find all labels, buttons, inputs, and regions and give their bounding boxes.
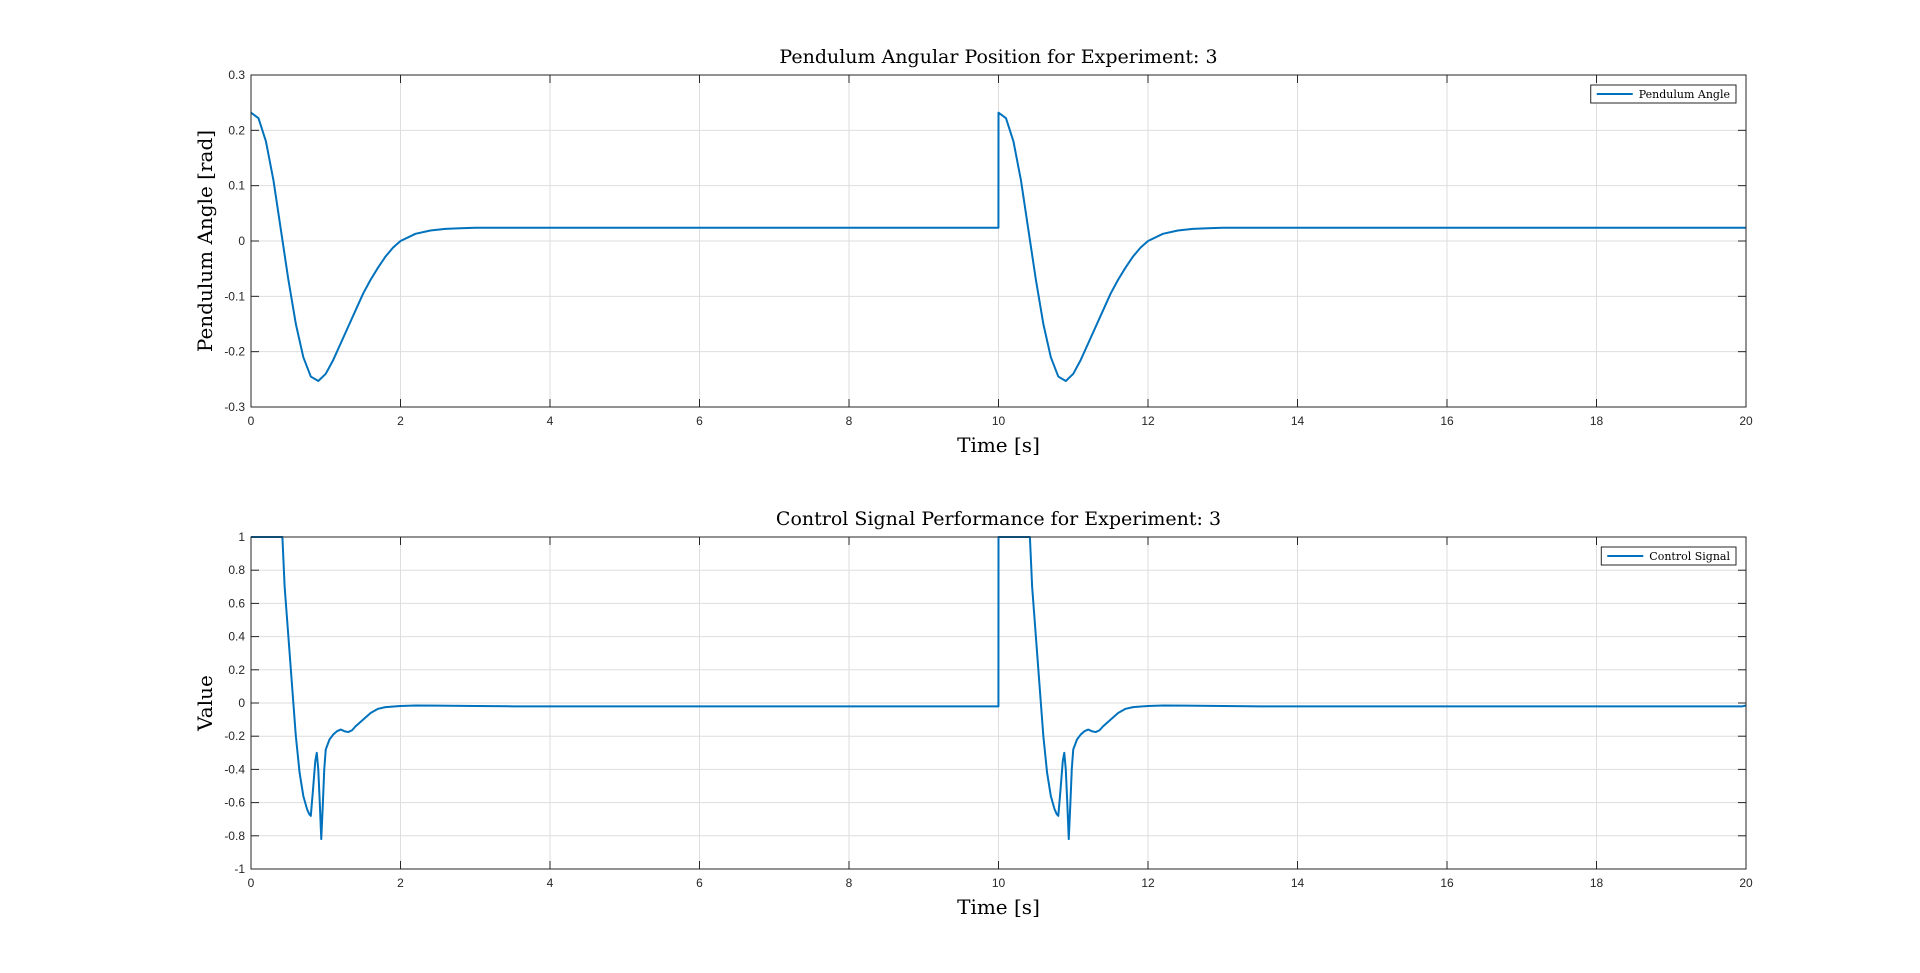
angle-y-tick-label-2: -0.1 (224, 289, 245, 303)
angle-x-tick-label-5: 10 (992, 414, 1006, 428)
angle-x-tick-label-7: 14 (1291, 414, 1305, 428)
angle-x-tick-label-4: 8 (846, 414, 853, 428)
control-x-tick-label-0: 0 (248, 876, 255, 890)
angle-legend-box (1590, 84, 1737, 104)
angle-x-tick-label-2: 4 (547, 414, 554, 428)
angle-x-tick-label-0: 0 (248, 414, 255, 428)
angle-y-axis-label: Pendulum Angle [rad] (193, 130, 217, 352)
angle-y-tick-label-0: -0.3 (224, 400, 245, 414)
control-y-tick-label-4: -0.2 (224, 729, 245, 743)
angle-chart-title: Pendulum Angular Position for Experiment… (779, 46, 1217, 68)
control-x-axis-label: Time [s] (957, 895, 1040, 919)
control-x-tick-label-4: 8 (846, 876, 853, 890)
angle-y-tick-label-5: 0.2 (228, 123, 245, 137)
control-x-tick-label-3: 6 (696, 876, 703, 890)
control-x-tick-label-10: 20 (1739, 876, 1753, 890)
angle-y-tick-label-6: 0.3 (228, 68, 245, 82)
angle-y-tick-label-4: 0.1 (228, 179, 245, 193)
control-y-tick-label-5: 0 (238, 696, 245, 710)
control-y-tick-label-9: 0.8 (228, 563, 245, 577)
angle-axes: 0 2 4 6 8 10 12 14 16 18 20 -0.3 -0.2 -0.1 0 0.1 0.2 0.3 P… (193, 46, 1753, 457)
angle-axes-frame (250, 74, 1747, 408)
control-y-tick-label-10: 1 (238, 530, 245, 544)
control-y-tick-label-1: -0.8 (224, 829, 245, 843)
angle-x-tick-label-9: 18 (1590, 414, 1604, 428)
control-x-tick-label-1: 2 (397, 876, 404, 890)
control-y-tick-label-2: -0.6 (224, 796, 245, 810)
angle-x-tick-label-6: 12 (1141, 414, 1155, 428)
control-legend-box (1600, 546, 1737, 566)
control-y-tick-label-7: 0.4 (228, 630, 245, 644)
angle-x-tick-label-1: 2 (397, 414, 404, 428)
control-chart-title: Control Signal Performance for Experimen… (776, 508, 1221, 530)
control-x-tick-label-2: 4 (547, 876, 554, 890)
angle-legend-label: Pendulum Angle (1639, 88, 1730, 101)
control-x-tick-label-7: 14 (1291, 876, 1305, 890)
control-legend-label: Control Signal (1649, 550, 1730, 563)
angle-x-tick-label-8: 16 (1440, 414, 1454, 428)
control-y-tick-label-0: -1 (234, 862, 245, 876)
control-x-tick-label-5: 10 (992, 876, 1006, 890)
control-y-tick-label-8: 0.6 (228, 596, 245, 610)
control-x-tick-label-8: 16 (1440, 876, 1454, 890)
angle-x-tick-label-3: 6 (696, 414, 703, 428)
angle-y-tick-label-3: 0 (238, 234, 245, 248)
angle-x-axis-label: Time [s] (957, 433, 1040, 457)
angle-series-line-0 (250, 111, 1746, 382)
control-y-tick-label-6: 0.2 (228, 663, 245, 677)
control-x-tick-label-6: 12 (1141, 876, 1155, 890)
angle-x-tick-label-10: 20 (1739, 414, 1753, 428)
control-y-tick-label-3: -0.4 (224, 762, 245, 776)
control-axes: 0 2 4 6 8 10 12 14 16 18 20 -1 -0.8 -0.6 -0.4 -0.2 0 0.2 0… (193, 508, 1753, 919)
angle-y-tick-label-1: -0.2 (224, 345, 245, 359)
control-axes-frame (250, 536, 1747, 870)
control-y-axis-label: Value (193, 675, 217, 732)
control-x-tick-label-9: 18 (1590, 876, 1604, 890)
